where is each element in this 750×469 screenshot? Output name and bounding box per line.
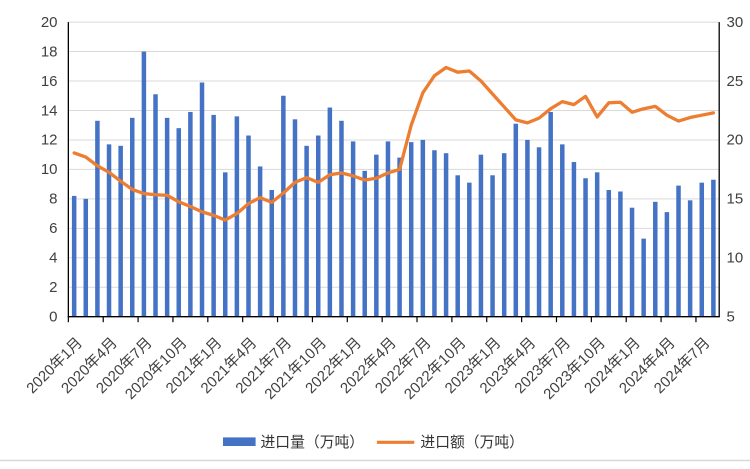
svg-text:25: 25 — [727, 73, 744, 90]
svg-text:进口量（万吨）: 进口量（万吨） — [261, 434, 365, 451]
svg-text:2: 2 — [49, 279, 57, 296]
svg-text:10: 10 — [41, 161, 58, 178]
svg-text:4: 4 — [49, 250, 57, 267]
svg-text:18: 18 — [41, 43, 58, 60]
svg-text:16: 16 — [41, 73, 58, 90]
svg-text:5: 5 — [727, 309, 735, 326]
svg-text:6: 6 — [49, 220, 57, 237]
svg-text:15: 15 — [727, 191, 744, 208]
svg-text:8: 8 — [49, 191, 57, 208]
svg-text:20: 20 — [727, 132, 744, 149]
svg-text:20: 20 — [41, 14, 58, 31]
svg-text:14: 14 — [41, 102, 58, 119]
svg-text:进口额（万吨）: 进口额（万吨） — [420, 434, 524, 451]
svg-text:10: 10 — [727, 250, 744, 267]
svg-text:12: 12 — [41, 132, 58, 149]
svg-text:0: 0 — [49, 309, 57, 326]
svg-text:30: 30 — [727, 14, 744, 31]
